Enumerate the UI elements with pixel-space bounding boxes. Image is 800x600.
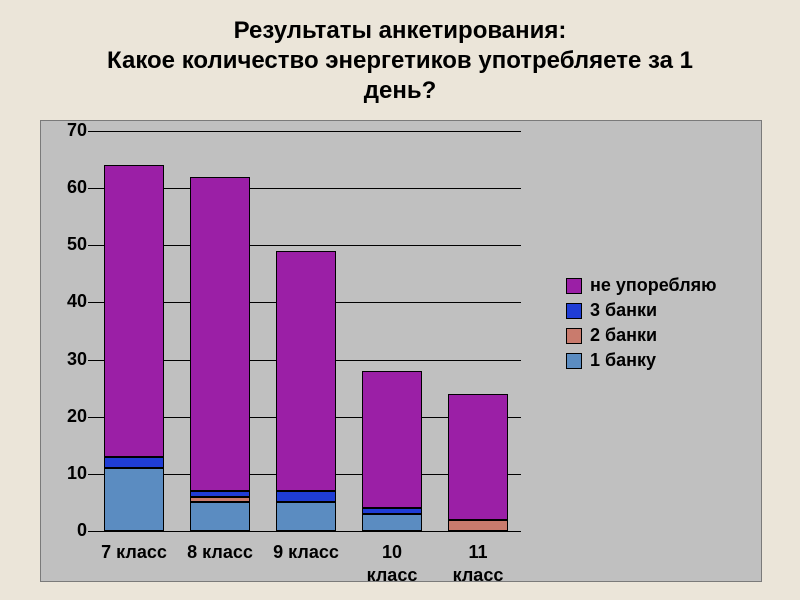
legend-swatch: [566, 328, 582, 344]
y-tick-label: 30: [47, 349, 87, 370]
y-tick-label: 20: [47, 406, 87, 427]
bar-segment: [362, 514, 422, 531]
x-tick-label: 8 класс: [177, 541, 263, 564]
bar-segment: [190, 497, 250, 503]
bar-segment: [190, 491, 250, 497]
bar-segment: [104, 165, 164, 456]
y-tickmark: [88, 474, 91, 475]
bar-segment: [276, 251, 336, 491]
bar-segment: [276, 502, 336, 531]
page-container: Результаты анкетирования: Какое количест…: [0, 0, 800, 600]
x-tick-label: 7 класс: [91, 541, 177, 564]
gridline: [91, 531, 521, 532]
y-tick-label: 50: [47, 234, 87, 255]
y-tick-label: 10: [47, 463, 87, 484]
legend-label: 1 банку: [590, 350, 656, 371]
chart-title: Результаты анкетирования: Какое количест…: [0, 16, 800, 106]
legend-swatch: [566, 303, 582, 319]
y-tickmark: [88, 360, 91, 361]
legend: не упоребляю 3 банки 2 банки 1 банку: [566, 271, 746, 375]
bar-segment: [448, 520, 508, 531]
legend-item: 3 банки: [566, 300, 746, 321]
legend-label: 3 банки: [590, 300, 657, 321]
y-tickmark: [88, 131, 91, 132]
x-tick-label: 11класс: [435, 541, 521, 588]
legend-label: не упоребляю: [590, 275, 717, 296]
y-tick-label: 0: [47, 520, 87, 541]
bar-segment: [362, 508, 422, 514]
bar-segment: [104, 468, 164, 531]
gridline: [91, 131, 521, 132]
y-tick-label: 60: [47, 177, 87, 198]
y-tickmark: [88, 417, 91, 418]
title-line-1: Результаты анкетирования:: [234, 17, 567, 44]
legend-item: не упоребляю: [566, 275, 746, 296]
y-tick-label: 70: [47, 120, 87, 141]
legend-item: 2 банки: [566, 325, 746, 346]
x-tick-label: 10класс: [349, 541, 435, 588]
title-line-3: день?: [364, 77, 437, 104]
legend-label: 2 банки: [590, 325, 657, 346]
bar-segment: [276, 491, 336, 502]
y-tickmark: [88, 302, 91, 303]
x-tick-label: 9 класс: [263, 541, 349, 564]
legend-swatch: [566, 353, 582, 369]
bar-segment: [362, 371, 422, 508]
bar-segment: [190, 177, 250, 491]
legend-item: 1 банку: [566, 350, 746, 371]
title-line-2: Какое количество энергетиков употребляет…: [107, 47, 693, 74]
y-tickmark: [88, 531, 91, 532]
y-tickmark: [88, 188, 91, 189]
chart-area: не упоребляю 3 банки 2 банки 1 банку 0 10…: [40, 120, 762, 582]
bar-segment: [190, 502, 250, 531]
bar-segment: [104, 457, 164, 468]
plot-area: [91, 131, 521, 531]
y-tick-label: 40: [47, 291, 87, 312]
legend-swatch: [566, 278, 582, 294]
y-tickmark: [88, 245, 91, 246]
bar-segment: [448, 394, 508, 520]
